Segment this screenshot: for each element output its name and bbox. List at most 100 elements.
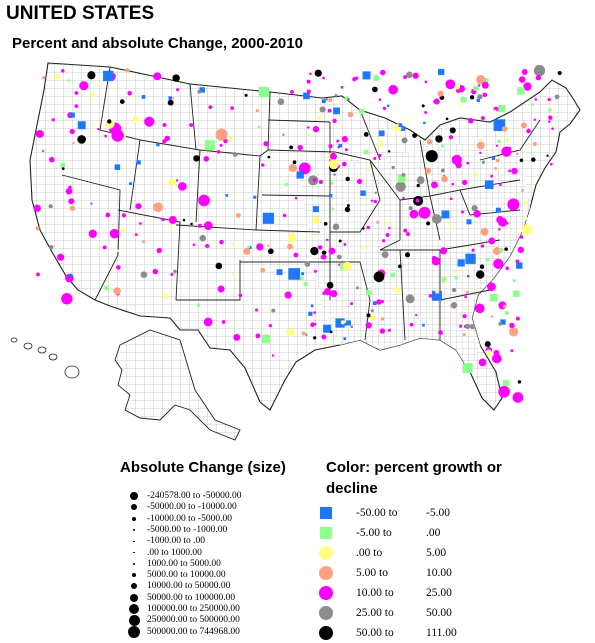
county-symbol (114, 164, 121, 170)
alaska-outline (114, 329, 241, 441)
county-symbol (385, 232, 390, 237)
county-symbol (332, 118, 337, 124)
county-symbol (478, 358, 487, 367)
county-symbol (321, 99, 326, 104)
county-symbol (68, 198, 75, 205)
county-symbol (513, 290, 520, 297)
county-symbol (255, 333, 261, 339)
county-symbol (329, 330, 333, 334)
county-symbol (444, 280, 448, 284)
county-symbol (87, 71, 96, 80)
county-symbol (330, 181, 334, 185)
size-legend-dot (130, 593, 138, 602)
county-symbol (306, 89, 311, 94)
county-symbol (152, 268, 159, 275)
county-symbol (496, 216, 504, 224)
county-symbol (495, 158, 500, 163)
county-symbol (175, 179, 179, 182)
county-symbol (169, 225, 172, 228)
county-symbol (485, 349, 492, 356)
county-symbol (69, 112, 75, 118)
county-symbol (363, 132, 369, 137)
county-symbol (228, 136, 233, 142)
county-symbol (373, 199, 378, 204)
county-symbol (454, 276, 458, 280)
county-symbol (57, 253, 65, 261)
county-symbol (547, 97, 551, 102)
county-symbol (416, 176, 425, 185)
county-symbol (445, 79, 456, 90)
county-symbol (455, 161, 462, 169)
county-symbol (376, 299, 382, 305)
county-symbol (196, 303, 201, 307)
county-symbol (303, 92, 310, 100)
county-symbol (287, 233, 297, 243)
county-symbol (481, 160, 485, 164)
county-symbol (344, 148, 348, 152)
county-symbol (322, 76, 325, 80)
county-symbol (517, 87, 525, 95)
county-symbol (451, 182, 455, 186)
county-symbol (314, 234, 318, 237)
county-symbol (97, 127, 100, 131)
county-symbol (426, 139, 433, 145)
county-symbol (41, 149, 45, 153)
county-symbol (450, 302, 458, 309)
county-symbol (462, 333, 466, 337)
county-symbol (61, 69, 65, 73)
size-legend-label: -10000.00 to -5000.00 (147, 513, 232, 524)
county-symbol (286, 328, 295, 337)
county-symbol (197, 223, 202, 228)
county-symbol (271, 308, 276, 313)
county-symbol (328, 247, 336, 255)
county-symbol (462, 179, 468, 186)
county-symbol (370, 309, 374, 313)
county-symbol (268, 323, 273, 328)
county-symbol (433, 98, 440, 105)
county-symbol (61, 293, 73, 305)
county-symbol (509, 327, 519, 337)
county-symbol (69, 205, 76, 212)
county-symbol (520, 122, 527, 129)
county-symbol (502, 304, 507, 309)
county-symbol (142, 240, 146, 244)
county-symbol (282, 133, 285, 136)
size-legend-item: -50000.00 to -10000.00 (125, 501, 285, 513)
county-symbol (284, 182, 288, 187)
county-symbol (303, 281, 308, 287)
color-range-to: 50.00 (426, 607, 452, 619)
county-symbol (125, 68, 130, 73)
county-symbol (263, 141, 269, 147)
county-symbol (382, 106, 387, 111)
county-symbol (116, 249, 120, 252)
county-symbol (341, 136, 349, 143)
county-symbol (366, 289, 372, 296)
county-symbol (69, 128, 75, 135)
county-symbol (468, 118, 474, 124)
county-symbol (113, 287, 121, 295)
county-symbol (548, 120, 551, 123)
size-legend-dot (131, 583, 137, 590)
size-legend-title: Absolute Change (size) (120, 459, 286, 476)
county-symbol (511, 167, 518, 175)
county-symbol (480, 244, 485, 248)
county-symbol (515, 316, 520, 321)
county-symbol (103, 70, 114, 82)
county-symbol (134, 233, 138, 237)
map-subtitle: Percent and absolute Change, 2000-2010 (12, 35, 303, 52)
size-legend-label: 50000.00 to 100000.00 (147, 592, 236, 603)
size-legend-label: 10000.00 to 50000.00 (147, 581, 231, 592)
county-symbol (345, 320, 351, 326)
county-symbol (168, 96, 172, 100)
county-symbol (105, 212, 111, 218)
county-symbol (485, 257, 490, 262)
county-symbol (493, 119, 506, 132)
county-symbol (333, 173, 336, 176)
county-symbol (356, 178, 363, 185)
county-symbol (523, 82, 532, 91)
county-symbol (474, 303, 485, 314)
county-symbol (350, 325, 354, 329)
county-symbol (313, 311, 316, 314)
county-symbol (504, 247, 508, 251)
county-symbol (321, 254, 327, 260)
